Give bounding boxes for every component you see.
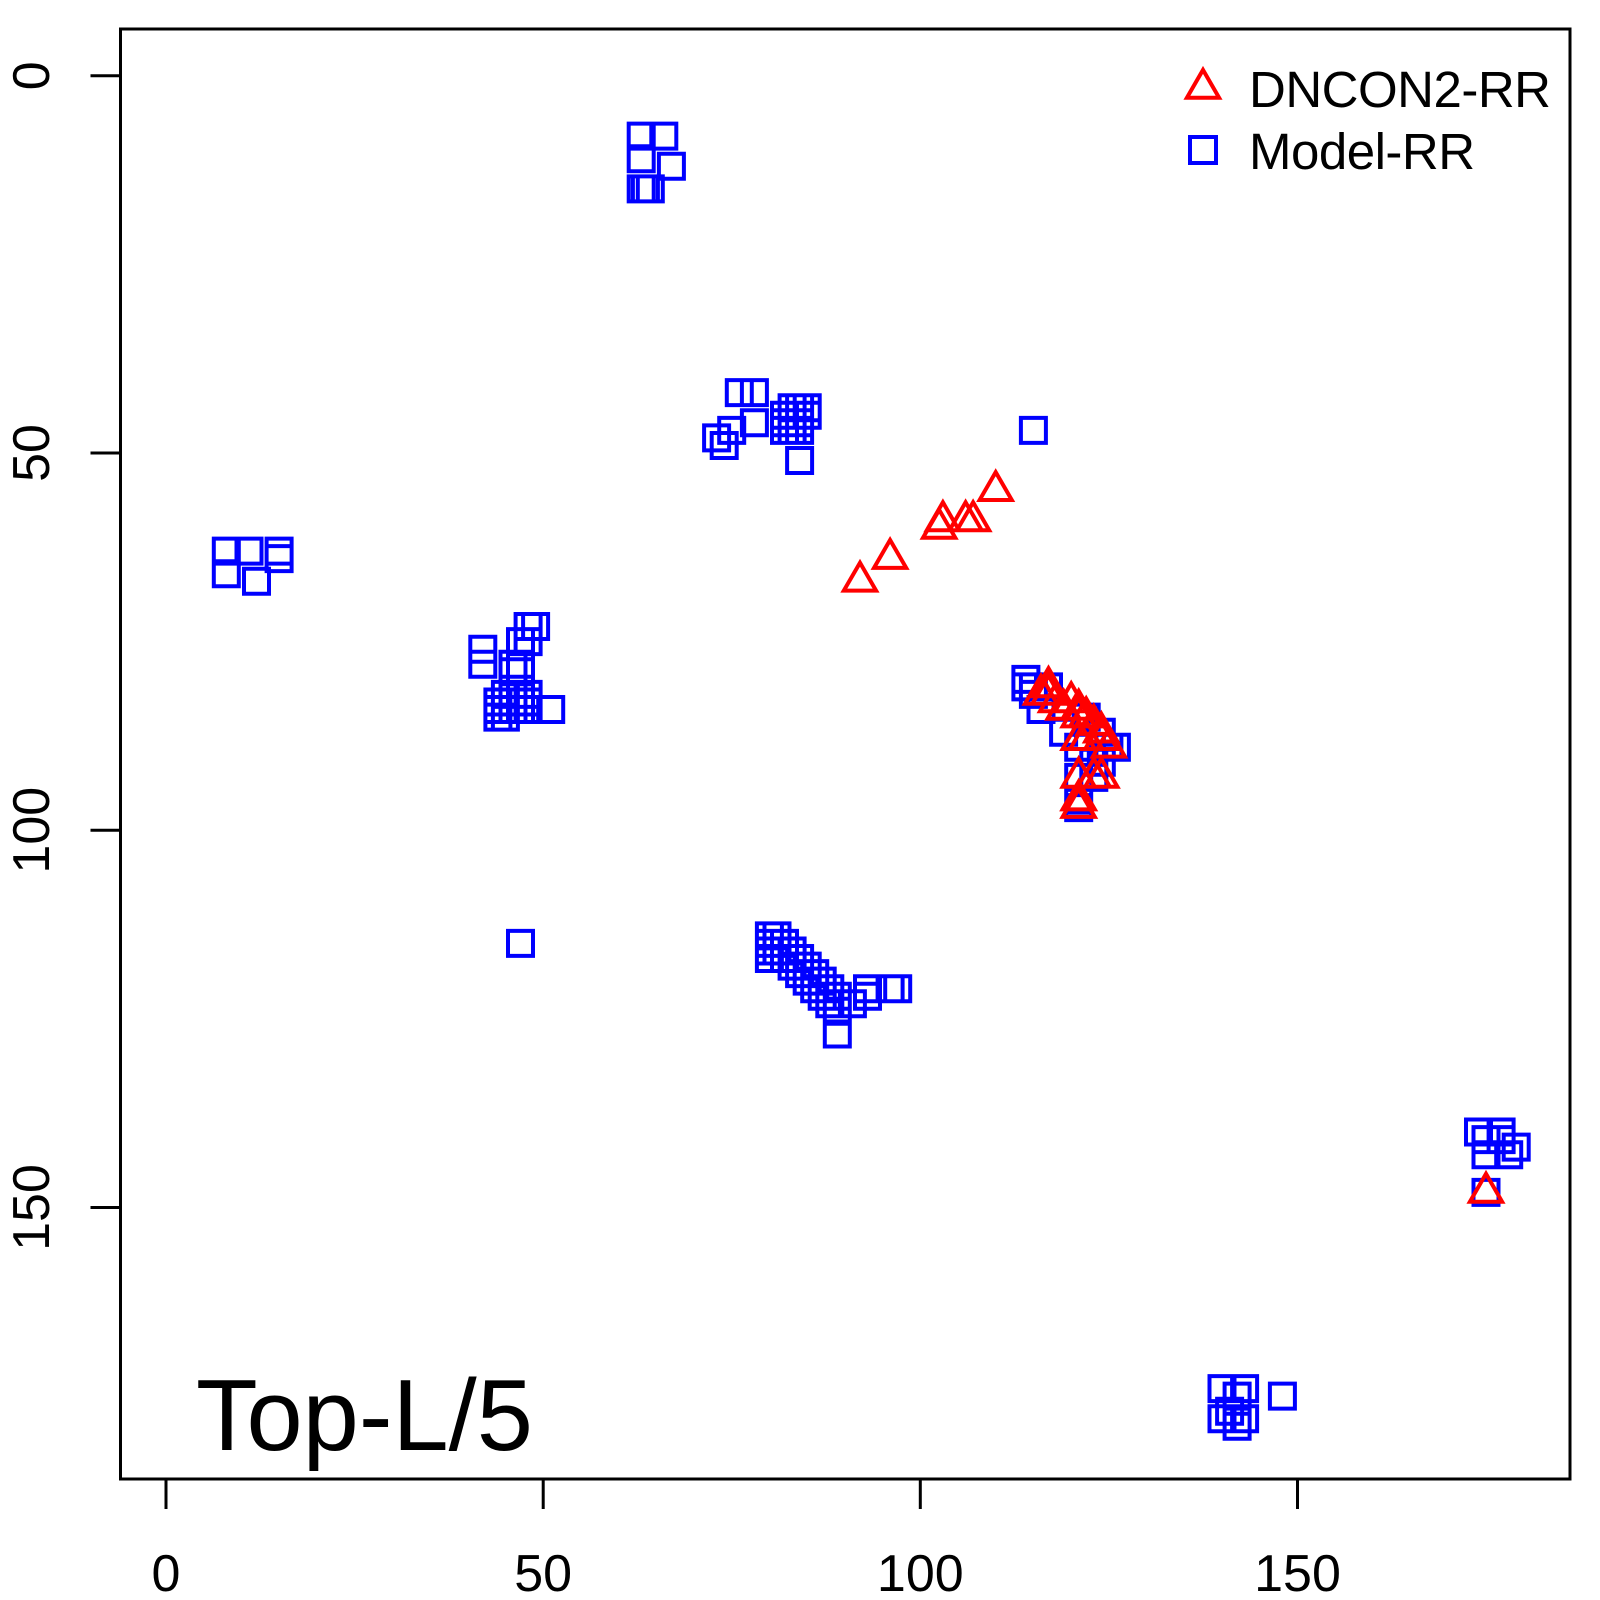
svg-text:100: 100: [3, 787, 61, 874]
svg-text:DNCON2-RR: DNCON2-RR: [1249, 61, 1551, 118]
svg-text:Model-RR: Model-RR: [1249, 123, 1475, 180]
svg-text:50: 50: [514, 1545, 572, 1600]
svg-text:150: 150: [3, 1164, 61, 1251]
svg-text:50: 50: [3, 424, 61, 482]
svg-text:0: 0: [152, 1545, 181, 1600]
svg-text:0: 0: [3, 61, 61, 90]
svg-text:Top-L/5: Top-L/5: [196, 1360, 533, 1472]
svg-text:100: 100: [877, 1545, 964, 1600]
svg-text:150: 150: [1254, 1545, 1341, 1600]
